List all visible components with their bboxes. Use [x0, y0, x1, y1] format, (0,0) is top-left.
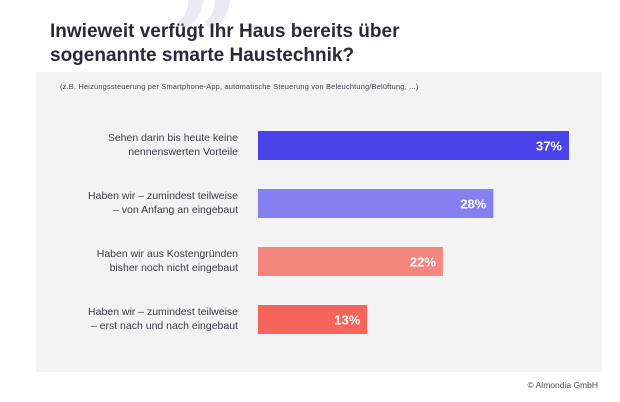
category-label-4-line-1: Haben wir – zumindest teilweise [88, 306, 238, 318]
category-label-3-line-1: Haben wir aus Kostengründen [97, 248, 238, 260]
category-label-1-line-2: nennenswerten Vorteile [128, 146, 238, 158]
chart-title-line-1: Inwieweit verfügt Ihr Haus bereits über [50, 21, 400, 42]
bar-1 [258, 131, 569, 160]
bar-value-label-1: 37% [536, 139, 562, 154]
bar-2 [258, 189, 494, 218]
category-label-1-line-1: Sehen darin bis heute keine [108, 132, 238, 144]
bar-4 [258, 305, 368, 334]
category-label-2-line-1: Haben wir – zumindest teilweise [88, 190, 238, 202]
chart-subtitle: (z.B. Heizungssteuerung per Smartphone-A… [60, 82, 419, 91]
bar-value-label-2: 28% [460, 197, 486, 212]
category-label-3-line-2: bisher noch nicht eingebaut [110, 262, 239, 274]
bar-value-label-4: 13% [334, 313, 360, 328]
category-label-2-line-2: – von Anfang an eingebaut [113, 204, 238, 216]
chart-title: Inwieweit verfügt Ihr Haus bereits über … [50, 20, 510, 68]
chart-title-line-2: sogenannte smarte Haustechnik? [50, 45, 355, 66]
bar-3 [258, 247, 443, 276]
bar-value-label-3: 22% [410, 255, 436, 270]
category-label-4-line-2: – erst nach und nach eingebaut [91, 320, 238, 332]
copyright-notice: © Almondia GmbH [527, 380, 598, 390]
